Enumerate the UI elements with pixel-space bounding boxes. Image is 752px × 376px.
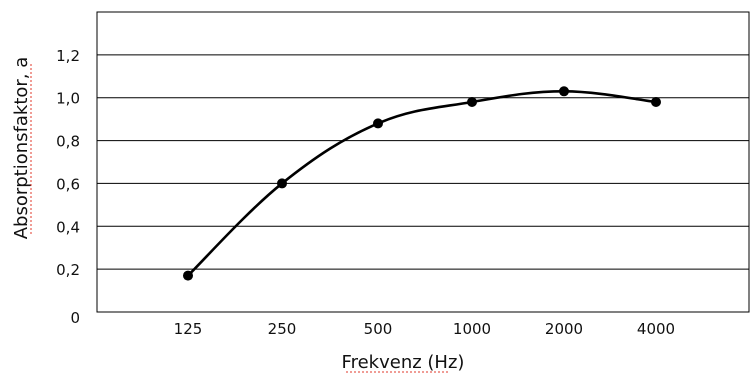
x-tick-label: 1000	[453, 320, 491, 338]
series-line	[186, 89, 658, 277]
x-tick-label: 500	[364, 320, 393, 338]
y-axis-label: Absorptionsfaktor, a	[11, 57, 32, 240]
y-tick-labels: 0 0,2 0,4 0,6 0,8 1,0 1,2	[56, 47, 80, 327]
y-tick-label: 0,2	[56, 261, 80, 279]
x-tick-label: 250	[268, 320, 297, 338]
x-tick-label: 2000	[545, 320, 583, 338]
data-point	[183, 270, 193, 281]
data-point	[559, 86, 569, 97]
y-tick-label: 1,2	[56, 47, 80, 65]
x-tick-label: 4000	[637, 320, 675, 338]
data-point	[651, 97, 661, 107]
y-tick-label: 1,0	[56, 90, 80, 108]
x-tick-label: 125	[174, 320, 203, 338]
x-axis-label: Frekvenz (Hz)	[342, 352, 465, 373]
x-tick-labels: 125 250 500 1000 2000 4000	[174, 320, 675, 338]
grid-lines	[97, 54, 749, 270]
plot-area	[96, 11, 750, 313]
y-tick-label: 0,4	[56, 218, 80, 236]
data-markers	[183, 86, 661, 281]
data-point	[467, 97, 477, 107]
data-point	[277, 178, 287, 189]
data-point	[373, 118, 383, 129]
y-tick-label: 0,8	[56, 133, 80, 151]
y-tick-label: 0	[70, 309, 80, 327]
y-tick-label: 0,6	[56, 175, 80, 193]
